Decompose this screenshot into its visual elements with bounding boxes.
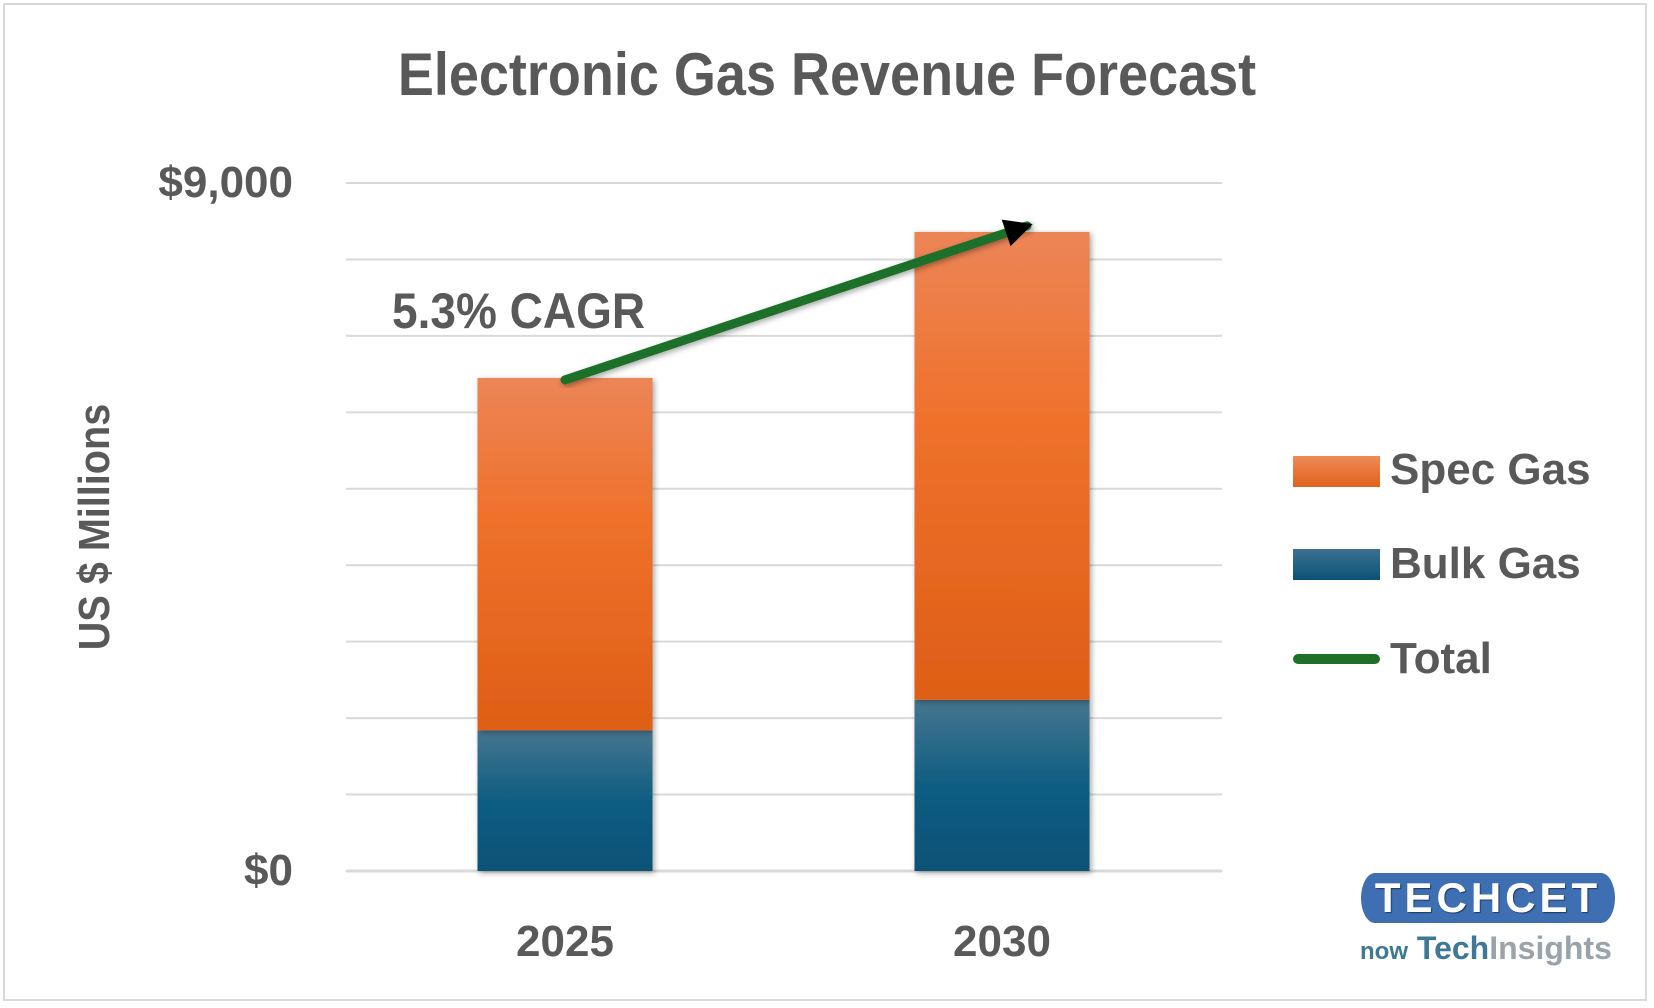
logo-now: now (1360, 938, 1408, 965)
trend-arrowhead (1001, 219, 1033, 247)
legend-label-spec-gas: Spec Gas (1390, 445, 1591, 494)
logo-insights: Insights (1489, 930, 1612, 966)
y-tick-label-max: $9,000 (158, 158, 293, 207)
total-trend-line (560, 221, 1032, 385)
bar-spec-gas-2030 (914, 231, 1090, 700)
bar-bulk-gas-2025 (477, 730, 653, 871)
bar-bulk-gas-2030 (914, 699, 1090, 871)
y-tick-label-zero: $0 (244, 846, 293, 895)
logo-tech: Tech (1416, 930, 1490, 966)
techinsights-logo: now TechInsights (1360, 930, 1612, 967)
legend-swatch-bulk-gas (1293, 549, 1380, 580)
techcet-logo: TECHCET (1361, 873, 1615, 923)
x-tick-label-2030: 2030 (953, 917, 1051, 966)
legend-label-total: Total (1390, 634, 1492, 683)
legend-swatch-spec-gas (1293, 456, 1380, 487)
chart-frame (3, 3, 1647, 1001)
chart-title: Electronic Gas Revenue Forecast (397, 41, 1257, 108)
cagr-annotation: 5.3% CAGR (392, 283, 646, 339)
legend-label-bulk-gas: Bulk Gas (1390, 539, 1581, 588)
x-tick-label-2025: 2025 (516, 917, 614, 966)
legend-swatch-total (1293, 654, 1380, 664)
bar-spec-gas-2025 (477, 377, 653, 731)
